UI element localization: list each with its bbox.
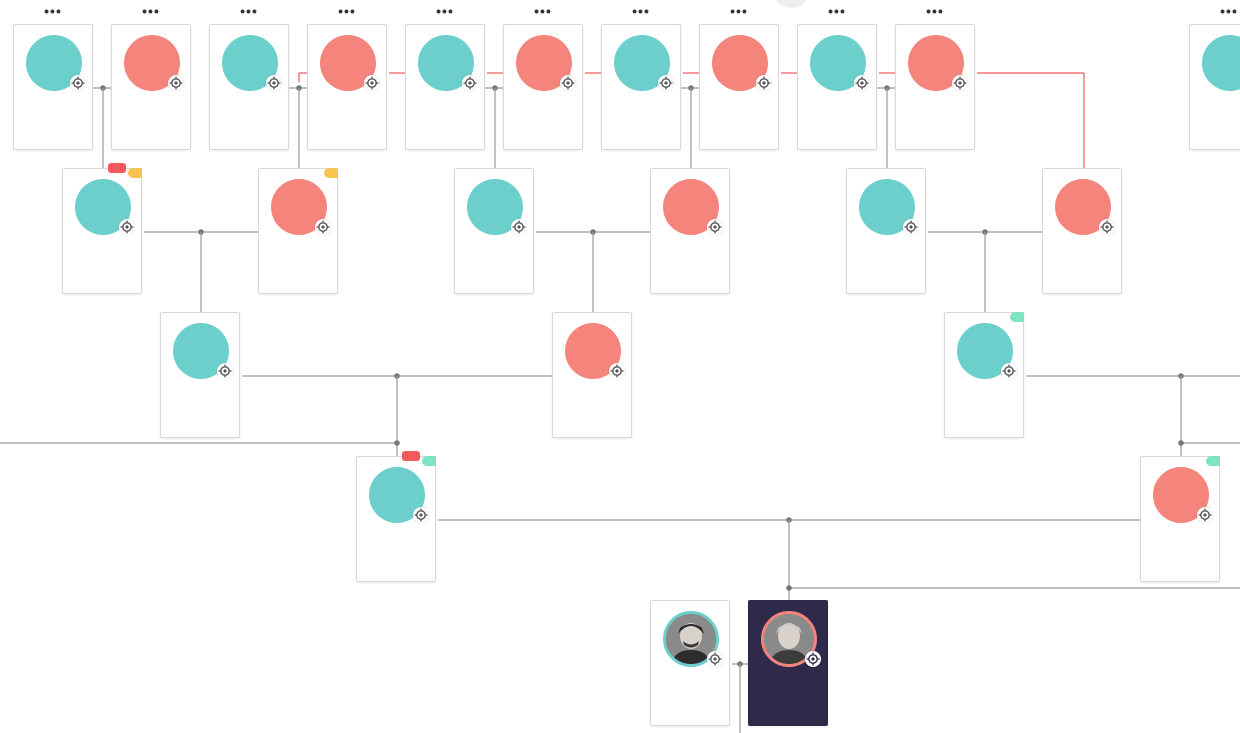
person-card[interactable] <box>601 24 681 150</box>
union-dot <box>1178 440 1184 446</box>
ellipsis-icon[interactable]: ••• <box>534 3 552 19</box>
person-photo <box>663 611 719 667</box>
ellipsis-icon[interactable]: ••• <box>142 3 160 19</box>
crosshair-icon[interactable] <box>756 75 772 91</box>
crosshair-icon[interactable] <box>560 75 576 91</box>
ellipsis-icon[interactable]: ••• <box>1220 3 1238 19</box>
ellipsis-icon[interactable]: ••• <box>240 3 258 19</box>
person-card[interactable] <box>405 24 485 150</box>
person-card[interactable] <box>650 600 730 726</box>
crosshair-icon[interactable] <box>903 219 919 235</box>
ellipsis-icon[interactable]: ••• <box>436 3 454 19</box>
person-card[interactable] <box>797 24 877 150</box>
red-tag-marker[interactable] <box>402 451 420 461</box>
ellipsis-icon[interactable]: ••• <box>632 3 650 19</box>
person-card[interactable] <box>748 600 828 726</box>
crosshair-icon[interactable] <box>658 75 674 91</box>
ellipsis-icon[interactable]: ••• <box>44 3 62 19</box>
person-card[interactable] <box>356 456 436 582</box>
crosshair-icon[interactable] <box>511 219 527 235</box>
person-card[interactable] <box>62 168 142 294</box>
person-card[interactable] <box>1189 24 1240 150</box>
crosshair-icon[interactable] <box>609 363 625 379</box>
union-dot <box>786 585 792 591</box>
crosshair-icon[interactable] <box>707 219 723 235</box>
yellow-tag-marker[interactable] <box>324 168 338 178</box>
person-card[interactable] <box>699 24 779 150</box>
crosshair-icon[interactable] <box>1001 363 1017 379</box>
person-card[interactable] <box>650 168 730 294</box>
person-card[interactable] <box>895 24 975 150</box>
crosshair-icon[interactable] <box>266 75 282 91</box>
crosshair-icon[interactable] <box>315 219 331 235</box>
crosshair-icon[interactable] <box>413 507 429 523</box>
person-card[interactable] <box>944 312 1024 438</box>
crosshair-icon[interactable] <box>217 363 233 379</box>
crosshair-icon[interactable] <box>70 75 86 91</box>
person-card[interactable] <box>503 24 583 150</box>
ellipsis-icon[interactable]: ••• <box>926 3 944 19</box>
mint-tag-marker[interactable] <box>422 456 436 466</box>
top-partial-circle <box>776 0 806 8</box>
crosshair-icon[interactable] <box>805 651 821 667</box>
person-card[interactable] <box>454 168 534 294</box>
person-card[interactable] <box>160 312 240 438</box>
crosshair-icon[interactable] <box>707 651 723 667</box>
ellipsis-icon[interactable]: ••• <box>828 3 846 19</box>
crosshair-icon[interactable] <box>952 75 968 91</box>
person-card[interactable] <box>1042 168 1122 294</box>
person-card[interactable] <box>1140 456 1220 582</box>
crosshair-icon[interactable] <box>364 75 380 91</box>
ellipsis-icon[interactable]: ••• <box>730 3 748 19</box>
person-card[interactable] <box>111 24 191 150</box>
red-tag-marker[interactable] <box>108 163 126 173</box>
person-card[interactable] <box>846 168 926 294</box>
person-photo <box>761 611 817 667</box>
crosshair-icon[interactable] <box>1197 507 1213 523</box>
person-avatar <box>1202 35 1240 91</box>
person-card[interactable] <box>13 24 93 150</box>
yellow-tag-marker[interactable] <box>128 168 142 178</box>
person-card[interactable] <box>209 24 289 150</box>
mint-tag-marker[interactable] <box>1010 312 1024 322</box>
person-card[interactable] <box>552 312 632 438</box>
person-card[interactable] <box>307 24 387 150</box>
union-dot <box>394 440 400 446</box>
mint-tag-marker[interactable] <box>1206 456 1220 466</box>
crosshair-icon[interactable] <box>119 219 135 235</box>
crosshair-icon[interactable] <box>1099 219 1115 235</box>
ellipsis-icon[interactable]: ••• <box>338 3 356 19</box>
crosshair-icon[interactable] <box>168 75 184 91</box>
crosshair-icon[interactable] <box>854 75 870 91</box>
crosshair-icon[interactable] <box>462 75 478 91</box>
person-card[interactable] <box>258 168 338 294</box>
